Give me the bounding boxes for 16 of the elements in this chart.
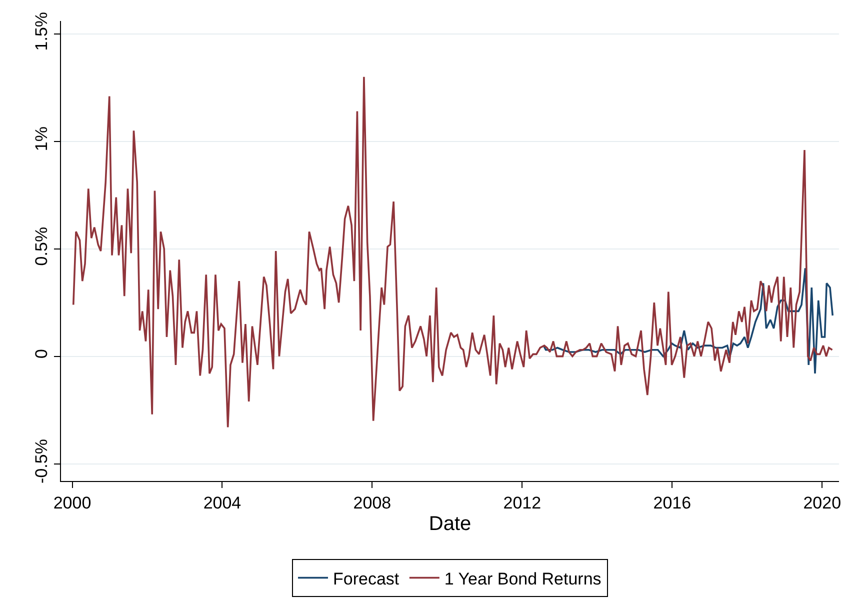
x-tick-label: 2020 xyxy=(803,493,842,512)
y-tick-label: 1% xyxy=(32,126,52,152)
x-tick-label: 2016 xyxy=(653,493,692,512)
x-axis-title: Date xyxy=(428,512,472,535)
line-series xyxy=(542,267,834,374)
legend-label: 1 Year Bond Returns xyxy=(444,569,602,588)
line-series xyxy=(72,76,834,428)
x-tick-label: 2000 xyxy=(53,493,92,512)
y-tick-label: 0 xyxy=(32,349,52,359)
y-tick-label: 0.5% xyxy=(32,226,52,266)
x-tick-label: 2004 xyxy=(203,493,242,512)
y-tick-label: 1.5% xyxy=(32,12,52,51)
y-tick-label: -0.5% xyxy=(32,439,52,484)
x-tick-label: 2008 xyxy=(353,493,392,512)
legend-label: Forecast xyxy=(333,569,400,588)
x-tick-label: 2012 xyxy=(503,493,542,512)
